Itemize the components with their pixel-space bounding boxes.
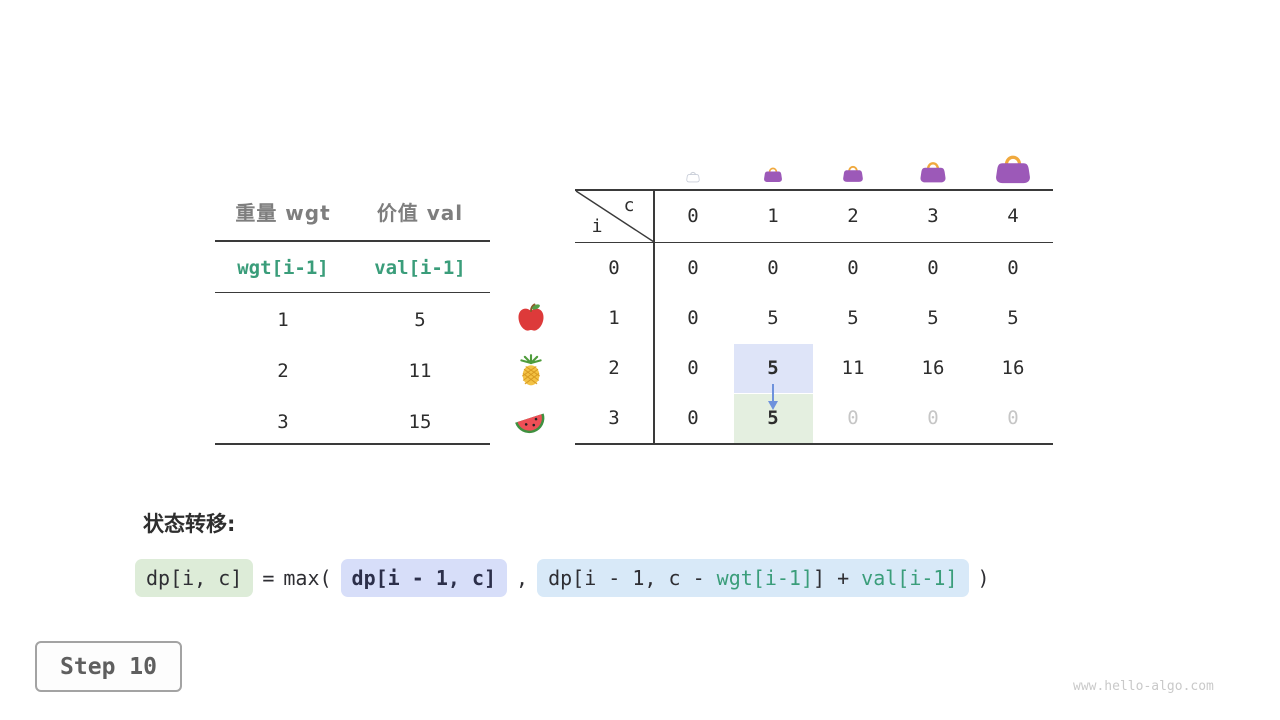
dp-cell-r0-c4: 0 (1007, 257, 1019, 279)
dp-divider-bottom (575, 443, 1053, 445)
formula-arg1: dp[i - 1, c] (351, 566, 497, 590)
formula-arg2-val: val[i-1] (861, 566, 958, 590)
dp-row-header-3: 3 (608, 407, 620, 429)
dp-cell-r0-c2: 0 (847, 257, 859, 279)
formula-comma: , (516, 566, 529, 590)
step-indicator: Step 10 (35, 641, 182, 692)
bag-capacity-4-icon (996, 155, 1030, 184)
dp-col-header-2: 2 (847, 205, 859, 227)
corner-col-var: c (623, 194, 635, 216)
dp-row-header-0: 0 (608, 257, 620, 279)
dp-divider-vertical (653, 189, 655, 445)
formula-lhs: dp[i, c] (146, 566, 243, 590)
dp-cell-r2-c1: 5 (767, 357, 779, 379)
dp-row-header-2: 2 (608, 357, 620, 379)
formula-arg2-part1: dp[i - 1, c - (548, 566, 717, 590)
formula-close-paren: ) (977, 566, 990, 590)
dp-col-header-1: 1 (767, 205, 779, 227)
apple-icon (518, 303, 544, 331)
items-divider-bottom (215, 443, 490, 445)
dp-cell-r3-c2: 0 (847, 407, 859, 429)
formula-arg2-part2: ] + (813, 566, 862, 590)
watermark: www.hello-algo.com (1073, 679, 1214, 694)
corner-diagonal-line (575, 190, 655, 243)
dp-cell-r3-c3: 0 (927, 407, 939, 429)
dp-cell-r1-c3: 5 (927, 307, 939, 329)
items-var-wgt: wgt[i-1] (237, 257, 329, 279)
state-transition-label: 状态转移: (143, 512, 236, 536)
pineapple-icon (520, 354, 542, 386)
item-row-0-value: 5 (414, 309, 426, 331)
items-divider-top (215, 240, 490, 242)
dp-cell-r2-c4: 16 (1001, 357, 1025, 379)
formula-arg2-box: dp[i - 1, c - wgt[i-1]] + val[i-1] (537, 559, 969, 597)
dp-col-header-4: 4 (1007, 205, 1019, 227)
item-row-0-weight: 1 (277, 309, 289, 331)
dp-divider-top (575, 189, 1053, 191)
items-var-val: val[i-1] (374, 257, 466, 279)
formula-lhs-box: dp[i, c] (135, 559, 254, 597)
items-divider-mid (215, 292, 490, 293)
dp-cell-r3-c1: 5 (767, 407, 779, 429)
dp-col-header-0: 0 (687, 205, 699, 227)
formula-equals: = (262, 566, 275, 590)
formula-arg1-box: dp[i - 1, c] (340, 559, 508, 597)
dp-row-header-1: 1 (608, 307, 620, 329)
state-transition-formula: dp[i, c] = max( dp[i - 1, c] , dp[i - 1,… (135, 559, 990, 597)
corner-row-var: i (591, 215, 603, 237)
bag-capacity-3-icon (920, 162, 946, 183)
transition-arrow-icon (768, 384, 778, 410)
dp-cell-r1-c2: 5 (847, 307, 859, 329)
items-header-weight: 重量 wgt (235, 200, 331, 225)
dp-cell-r2-c0: 0 (687, 357, 699, 379)
dp-divider-header (575, 242, 1053, 243)
item-row-2-value: 15 (408, 411, 432, 433)
dp-col-header-3: 3 (927, 205, 939, 227)
bag-capacity-2-icon (843, 165, 863, 182)
item-row-2-weight: 3 (277, 411, 289, 433)
step-label: Step 10 (60, 653, 157, 680)
dp-cell-r0-c3: 0 (927, 257, 939, 279)
dp-cell-r1-c1: 5 (767, 307, 779, 329)
dp-cell-r0-c0: 0 (687, 257, 699, 279)
formula-max-open: max( (283, 566, 332, 590)
bag-capacity-1-icon (764, 167, 782, 182)
dp-cell-r3-c4: 0 (1007, 407, 1019, 429)
dp-cell-r2-c2: 11 (841, 357, 865, 379)
item-row-1-weight: 2 (277, 360, 289, 382)
item-row-1-value: 11 (408, 360, 432, 382)
dp-cell-r1-c4: 5 (1007, 307, 1019, 329)
dp-cell-r2-c3: 16 (921, 357, 945, 379)
dp-cell-r3-c0: 0 (687, 407, 699, 429)
dp-cell-r0-c1: 0 (767, 257, 779, 279)
bag-capacity-0-icon (686, 171, 700, 183)
watermelon-icon (515, 413, 545, 434)
items-header-value: 价值 val (376, 200, 464, 225)
dp-cell-r1-c0: 0 (687, 307, 699, 329)
formula-arg2-wgt: wgt[i-1] (716, 566, 813, 590)
